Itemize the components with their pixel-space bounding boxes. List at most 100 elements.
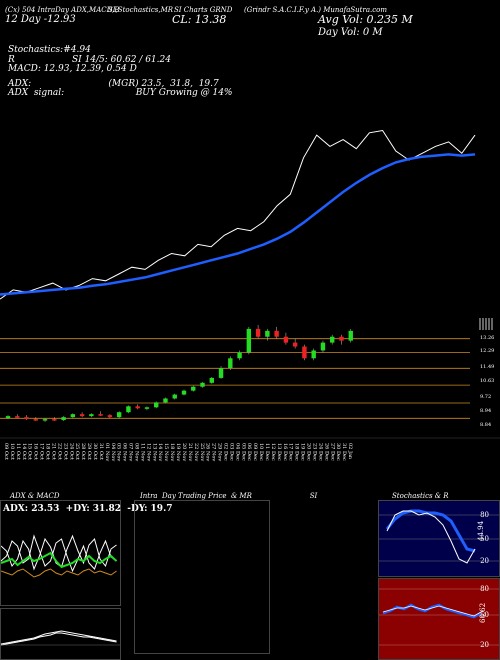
x-label-42: 09 Dec: [252, 443, 258, 461]
y-tick-3: 10.63: [480, 378, 494, 384]
adx-panel: ADX: 23.53 +DY: 31.82 -DY: 19.7: [0, 500, 172, 606]
x-label-24: 12 Nov: [145, 443, 151, 461]
x-label-33: 25 Nov: [199, 443, 205, 461]
y-tick-4: 9.72: [480, 394, 491, 400]
x-label-10: 23 Oct: [62, 443, 68, 460]
x-label-25: 13 Nov: [151, 443, 157, 461]
stoch-tick-50: 50: [480, 535, 489, 543]
stoch-tick-20: 20: [480, 557, 489, 565]
candle-body-12: [116, 412, 122, 418]
x-label-0: 09 Oct: [3, 443, 9, 460]
x-label-32: 22 Nov: [193, 443, 199, 461]
x-label-23: 11 Nov: [139, 443, 145, 461]
x-label-36: 29 Nov: [217, 443, 223, 461]
x-label-21: 07 Nov: [128, 443, 134, 461]
y-tick-2: 11.49: [480, 364, 494, 370]
y-tick-0: 13.26: [480, 335, 494, 341]
adx-line-0: [1, 534, 117, 573]
candle-body-25: [237, 352, 242, 359]
x-label-22: 08 Nov: [134, 443, 140, 461]
header-title-3: SI Charts GRND: [174, 6, 233, 14]
macd-lines: [1, 630, 120, 646]
adx-macd-title: ADX & MACD: [10, 492, 60, 500]
candle-body-37: [348, 330, 353, 341]
x-label-26: 14 Nov: [157, 443, 163, 461]
y-tick-5: 8.94: [480, 408, 491, 414]
candlestick-chart: 13.26 12.29 11.49 10.63 9.72 8.94 8.84 09 Oct 10…: [0, 318, 500, 461]
candle-body-9: [89, 414, 94, 417]
rsi-lines: [379, 588, 499, 646]
x-label-5: 16 Oct: [33, 443, 39, 460]
stoch-k-line: [386, 510, 476, 564]
x-label-31: 21 Nov: [187, 443, 193, 461]
header-title-2: SI,Stochastics,MR: [108, 6, 174, 14]
candle-body-3: [33, 419, 38, 421]
x-label-44: 11 Dec: [264, 443, 270, 461]
candle-body-19: [181, 390, 187, 395]
x-label-45: 12 Dec: [270, 443, 276, 461]
x-label-43: 10 Dec: [258, 443, 264, 461]
macd-line-0: [1, 630, 117, 645]
macd-value: MACD: 12.93, 12.39, 0.54 D: [8, 64, 137, 74]
close-price: CL: 13.38: [172, 13, 227, 26]
candle-body-5: [52, 419, 57, 421]
adx-value: ADX: (MGR) 23.5, 31.8, 19.7: [8, 79, 219, 89]
adx-line-2: [1, 551, 118, 569]
candle-body-14: [135, 406, 140, 409]
candle-body-0: [5, 416, 11, 419]
y-tick-6: 8.84: [480, 422, 491, 428]
candle-body-20: [191, 386, 196, 391]
x-label-58: 02 Jan: [347, 443, 353, 460]
x-label-50: 19 Dec: [300, 443, 306, 461]
candle-body-10: [98, 414, 103, 416]
x-label-4: 15 Oct: [27, 443, 33, 460]
x-label-53: 24 Dec: [317, 443, 323, 461]
x-label-48: 17 Dec: [288, 443, 294, 461]
candle-body-18: [172, 394, 177, 399]
x-label-49: 18 Dec: [294, 443, 300, 461]
header-title-1: (Cx) 504 IntraDay ADX,MACD,B: [5, 6, 120, 14]
candle-body-26: [246, 328, 252, 353]
rsi-current-value: 60.62: [479, 602, 487, 623]
adx-line-3: [1, 568, 117, 578]
candle-body-28: [265, 330, 270, 337]
candle-body-22: [209, 377, 214, 383]
stoch-d-line: [385, 509, 476, 553]
avg-volume: Avg Vol: 0.235 M: [318, 13, 413, 26]
rsi-tick-20: 20: [480, 641, 489, 649]
y-tick-1: 12.29: [480, 348, 494, 354]
x-label-17: 01 Nov: [104, 443, 110, 461]
x-label-13: 28 Oct: [80, 443, 86, 460]
macd-panel: [0, 608, 121, 660]
x-label-35: 27 Nov: [211, 443, 217, 461]
adx-label: ADX: 23.53 +DY: 31.82 -DY: 19.7: [3, 504, 173, 514]
candle-body-34: [320, 342, 326, 351]
x-label-18: 04 Nov: [110, 443, 116, 461]
candle-body-11: [107, 415, 113, 418]
candle-body-6: [61, 417, 66, 421]
intraday-title: Intra Day Trading Price & MR SI: [140, 492, 318, 500]
x-label-27: 15 Nov: [163, 443, 169, 461]
x-label-20: 06 Nov: [122, 443, 128, 461]
x-label-40: 05 Dec: [240, 443, 246, 461]
candle-body-8: [79, 414, 85, 417]
adx-signal: ADX signal: BUY Growing @ 14%: [8, 88, 233, 98]
rsi-tick-50: 50: [480, 611, 489, 619]
price-line-chart: [0, 129, 476, 300]
x-label-41: 06 Dec: [246, 443, 252, 461]
x-label-39: 04 Dec: [234, 443, 240, 461]
rsi-main-line: [382, 603, 482, 619]
x-label-3: 14 Oct: [21, 443, 27, 460]
rsi-tick-80: 80: [480, 585, 489, 593]
series-line-1: [0, 153, 476, 296]
candle-body-31: [292, 342, 298, 347]
day-volume: Day Vol: 0 M: [318, 27, 383, 38]
rsi-panel: 80 50 20 60.62: [378, 578, 500, 660]
rsi-mfi-line: [382, 605, 482, 617]
candle-body-36: [339, 336, 344, 341]
header-title-4: (Grindr S.A.C.I.F.y A.) MunafaSutra.com: [244, 6, 388, 14]
candle-body-27: [255, 328, 261, 337]
stoch-rsi-title: Stochastics & R SI: [392, 492, 449, 500]
intraday-panel: [134, 500, 270, 654]
x-label-57: 31 Dec: [341, 443, 347, 461]
